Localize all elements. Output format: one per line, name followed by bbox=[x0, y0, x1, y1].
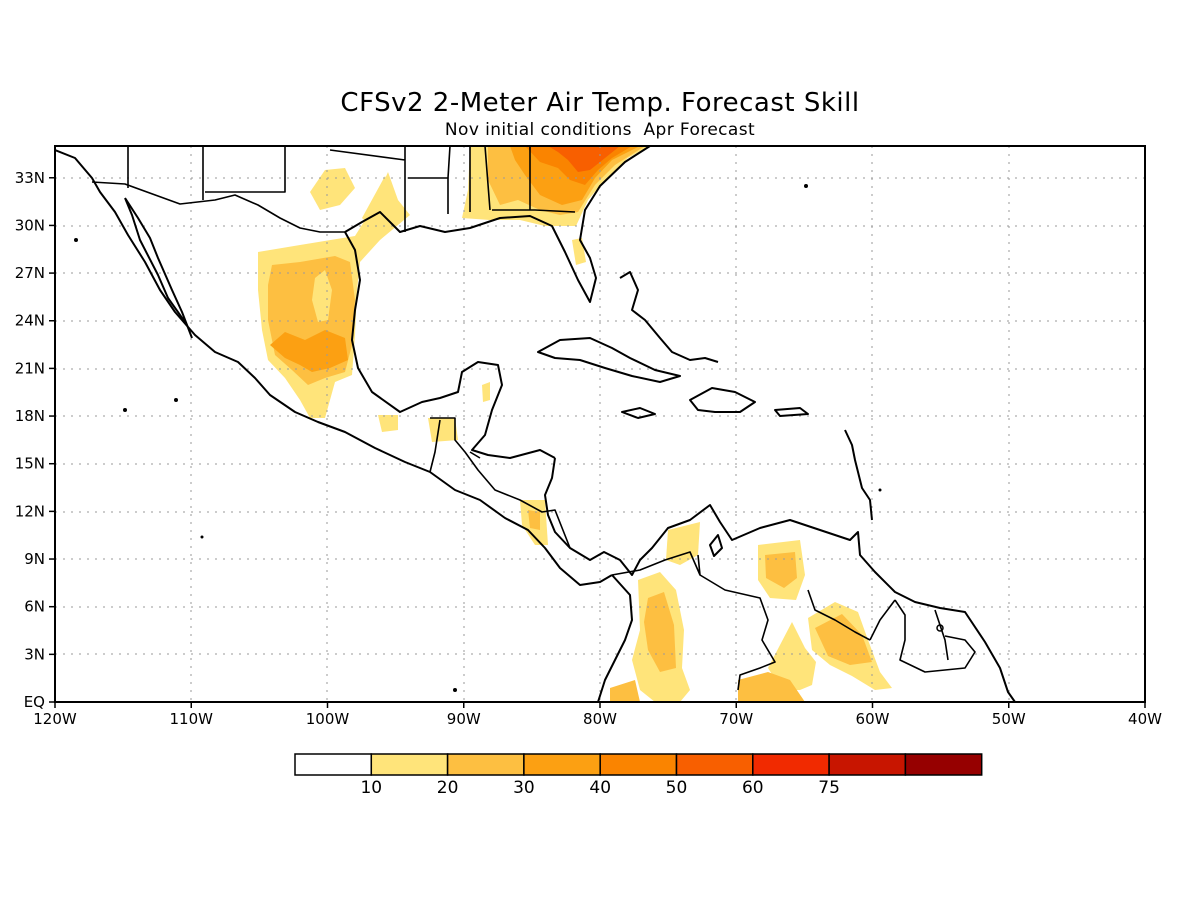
lat-tick-label: 3N bbox=[24, 645, 45, 663]
coastline-baja-california bbox=[124, 197, 193, 339]
legend-swatch bbox=[599, 753, 678, 776]
legend-swatch bbox=[523, 753, 601, 776]
legend-level-label: 50 bbox=[666, 778, 688, 798]
coastline-puerto-rico bbox=[774, 407, 809, 417]
map-title: CFSv2 2-Meter Air Temp. Forecast Skill bbox=[340, 88, 859, 118]
legend-level-label: 20 bbox=[437, 778, 459, 798]
skill-region-texas-coast bbox=[362, 176, 395, 228]
coastline-mexico-gulf bbox=[55, 149, 613, 586]
lon-tick-label: 60W bbox=[856, 710, 890, 728]
lat-tick-label: 33N bbox=[15, 169, 45, 187]
lat-tick-label: 9N bbox=[24, 550, 45, 568]
skill-region-amazon-north bbox=[738, 672, 805, 702]
skill-region-yucatan-west bbox=[378, 415, 398, 432]
coastline-bahamas bbox=[619, 271, 719, 363]
lat-tick-label: 18N bbox=[15, 407, 45, 425]
legend-swatch bbox=[904, 753, 983, 776]
coastline-texas-mexico-east bbox=[344, 231, 556, 459]
coastline-cuba bbox=[537, 337, 681, 383]
border-us-mexico bbox=[91, 181, 345, 233]
skill-shading bbox=[258, 146, 892, 702]
coastline-lesser-antilles bbox=[844, 429, 873, 521]
legend-swatch bbox=[370, 753, 449, 776]
political-borders bbox=[91, 146, 976, 691]
small-features bbox=[74, 184, 944, 692]
coastline-hispaniola bbox=[689, 387, 756, 413]
skill-region-colombia-mid bbox=[644, 592, 676, 672]
border-south-america bbox=[611, 551, 976, 691]
legend-level-label: 75 bbox=[818, 778, 840, 798]
map-subtitle: Nov initial conditions Apr Forecast bbox=[445, 120, 755, 140]
coastline-jamaica bbox=[621, 407, 656, 419]
lat-tick-label: EQ bbox=[24, 693, 45, 711]
lat-tick-label: 12N bbox=[15, 502, 45, 520]
legend-swatch bbox=[294, 753, 373, 776]
lon-tick-label: 120W bbox=[33, 710, 77, 728]
skill-region-colombia-sw bbox=[610, 680, 640, 702]
skill-region-texas-north bbox=[310, 168, 355, 210]
legend-level-label: 40 bbox=[589, 778, 611, 798]
map-gridlines bbox=[55, 146, 1145, 702]
lon-tick-label: 50W bbox=[992, 710, 1026, 728]
coastlines bbox=[55, 146, 1016, 702]
lat-tick-label: 15N bbox=[15, 455, 45, 473]
map-plot-area bbox=[55, 146, 1145, 702]
legend-swatch bbox=[446, 753, 525, 776]
skill-region-venezuela-core bbox=[765, 552, 797, 588]
lat-tick-label: 21N bbox=[15, 359, 45, 377]
legend-swatch bbox=[675, 753, 754, 776]
skill-region-venezuela-south bbox=[768, 622, 816, 690]
skill-legend: 10 20 30 40 50 60 75 bbox=[294, 753, 983, 798]
skill-region-nicaragua-core bbox=[528, 510, 540, 530]
legend-level-label: 10 bbox=[360, 778, 382, 798]
legend-swatch bbox=[752, 753, 830, 776]
lon-tick-label: 110W bbox=[170, 710, 214, 728]
skill-region-mexico-core bbox=[270, 330, 348, 372]
legend-swatch bbox=[828, 753, 907, 776]
lon-tick-label: 90W bbox=[447, 710, 481, 728]
coastline-pacific-south-america bbox=[597, 574, 633, 702]
border-central-america bbox=[429, 417, 571, 549]
latitude-axis: EQ 3N 6N 9N 12N 15N 18N 21N 24N 27N 30N 33N bbox=[15, 169, 55, 711]
legend-level-label: 60 bbox=[742, 778, 764, 798]
skill-region-southeast-us-peak bbox=[548, 146, 620, 172]
coastline-central-america-caribbean bbox=[544, 457, 1016, 702]
lon-tick-label: 70W bbox=[719, 710, 753, 728]
lon-tick-label: 80W bbox=[583, 710, 617, 728]
lat-tick-label: 6N bbox=[24, 598, 45, 616]
lon-tick-label: 100W bbox=[306, 710, 350, 728]
legend-level-label: 30 bbox=[513, 778, 535, 798]
lat-tick-label: 27N bbox=[15, 264, 45, 282]
lon-tick-label: 40W bbox=[1128, 710, 1162, 728]
skill-region-yucatan-dot bbox=[482, 382, 490, 402]
longitude-axis: 120W 110W 100W 90W 80W 70W 60W 50W 40W bbox=[33, 702, 1162, 728]
skill-region-guatemala bbox=[428, 418, 458, 442]
skill-region-guyana-core bbox=[815, 614, 872, 665]
border-us-states bbox=[127, 146, 576, 232]
lat-tick-label: 24N bbox=[15, 312, 45, 330]
skill-region-georgia-dot bbox=[572, 238, 586, 265]
lat-tick-label: 30N bbox=[15, 216, 45, 234]
coastline-gulf-of-mexico bbox=[344, 146, 651, 303]
coastline-lake-maracaibo bbox=[709, 534, 723, 557]
